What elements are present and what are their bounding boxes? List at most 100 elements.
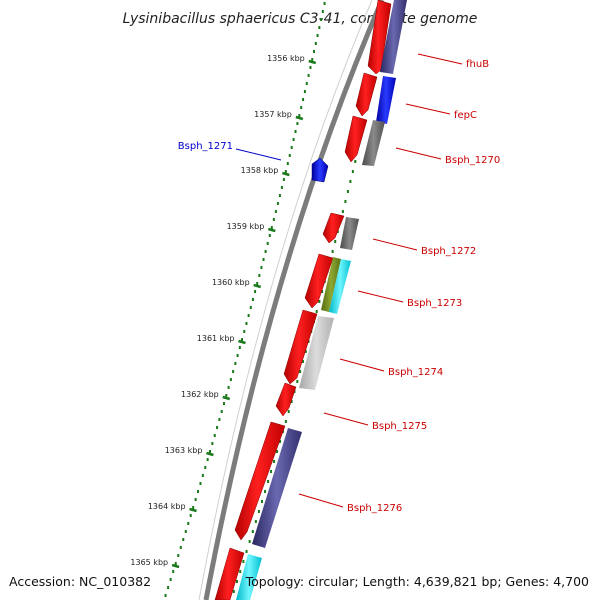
track-block-blue [376,76,396,124]
gene-bsph1272-arrow [322,212,345,244]
ruler-dot [258,274,261,277]
ruler-dot [280,186,283,189]
ruler-dot [321,10,324,13]
ruler-dot [177,554,180,557]
ruler-dot-outer [351,170,354,173]
ruler-dot [313,50,316,53]
ruler-dot [288,154,291,157]
ruler-dot [284,170,287,173]
ruler-dot [323,2,326,5]
ruler-dot [272,218,275,221]
ruler-dot [296,122,299,125]
track-block-gray [362,120,385,166]
ruler-dot [234,362,237,365]
gene-label-bsph1271: Bsph_1271 [178,141,233,152]
ruler-tick-label: 1360 kbp [212,278,250,287]
ruler-dot [243,330,246,333]
ruler-dot [286,162,289,165]
ruler-dot [245,322,248,325]
ruler-dot-outer [344,200,347,203]
ruler-dot [311,58,314,61]
ruler-dot-outer [261,500,263,503]
ruler-dot [164,594,167,597]
ruler-dot [247,314,250,317]
ruler-dot [276,202,279,205]
track-block-gray-2 [340,217,359,250]
ruler-tick-label: 1357 kbp [254,110,292,119]
ruler-dot [278,194,281,197]
ruler-dot-outer [278,440,281,443]
gene-label-fepC: fepC [454,110,477,121]
ruler-dot-outer [264,490,267,493]
ruler-dot [218,418,221,421]
ruler-dot [316,34,319,37]
ruler-tick-label: 1361 kbp [197,334,235,343]
ruler-dot [197,490,200,493]
ruler-dot [241,338,244,341]
ruler-tick-label: 1356 kbp [267,54,305,63]
ruler-dot [187,522,190,525]
track-block-navy-1 [380,0,407,74]
map-title: Lysinibacillus sphaericus C3-41, complet… [123,11,478,27]
ruler-dot-outer [276,450,279,453]
ruler-dot-outer [290,400,293,403]
ruler-tick [308,59,317,65]
ruler-dot [270,226,273,229]
leader-bsph1276 [298,493,344,508]
leader-bsph1275 [323,412,369,426]
ruler-dot [201,474,204,477]
ruler-dot [264,250,267,253]
ruler-dot [232,370,235,373]
ruler-dot [268,234,271,237]
ruler-dot [320,18,323,21]
ruler-dot [167,586,170,589]
genome-backbone [203,0,385,600]
ruler-dot-outer [236,580,239,583]
ruler-dot-outer [296,380,299,383]
leader-fhuB [417,53,463,65]
gene-bsph1274-arrow [283,309,318,385]
ruler-dot [184,530,187,533]
ruler-dot-outer [232,590,235,593]
ruler-dot [302,98,305,101]
ruler-tick [295,115,304,121]
ruler-dot [298,114,301,117]
gene-track [214,0,407,600]
leader-fepC [405,103,451,115]
ruler-dot [227,386,230,389]
track-block-navy-2 [252,428,302,548]
ruler-dot [318,26,321,29]
ruler-dot [300,106,303,109]
gene-fepC-arrow [355,72,378,117]
ruler-dot-outer [354,160,357,163]
ruler-dot-outer [267,480,270,483]
ruler-dot [204,466,207,469]
ruler-tick [267,227,276,233]
ruler-dot [314,42,317,45]
gene-label-bsph1275: Bsph_1275 [372,421,427,432]
ruler-dot-outer [321,290,324,293]
ruler-dot [303,90,306,93]
ruler-dot [169,578,172,581]
ruler-dot [249,306,252,309]
gene-bsph1271-arrow [311,157,329,183]
leader-bsph1270 [395,147,442,160]
gene-fhuB-arrow [367,0,392,75]
ruler-dot [294,130,297,133]
ruler-dot-outer [349,180,352,183]
ruler-dot-outer [341,210,344,213]
track-block-cyan [329,259,351,314]
gene-label-bsph1270: Bsph_1270 [445,155,500,166]
ruler-tick-label: 1365 kbp [130,558,168,567]
ruler-dot-outer [346,190,349,193]
ruler-dot-outer [299,370,302,373]
ruler-dot [189,514,192,517]
ruler-tick-label: 1364 kbp [148,502,186,511]
ruler-dot [290,146,293,149]
ruler-tick-label: 1363 kbp [165,446,203,455]
ruler-dot [309,66,312,69]
leader-bsph1272 [372,238,418,251]
gene-label-fhuB: fhuB [466,59,489,70]
ruler-dot [262,258,265,261]
